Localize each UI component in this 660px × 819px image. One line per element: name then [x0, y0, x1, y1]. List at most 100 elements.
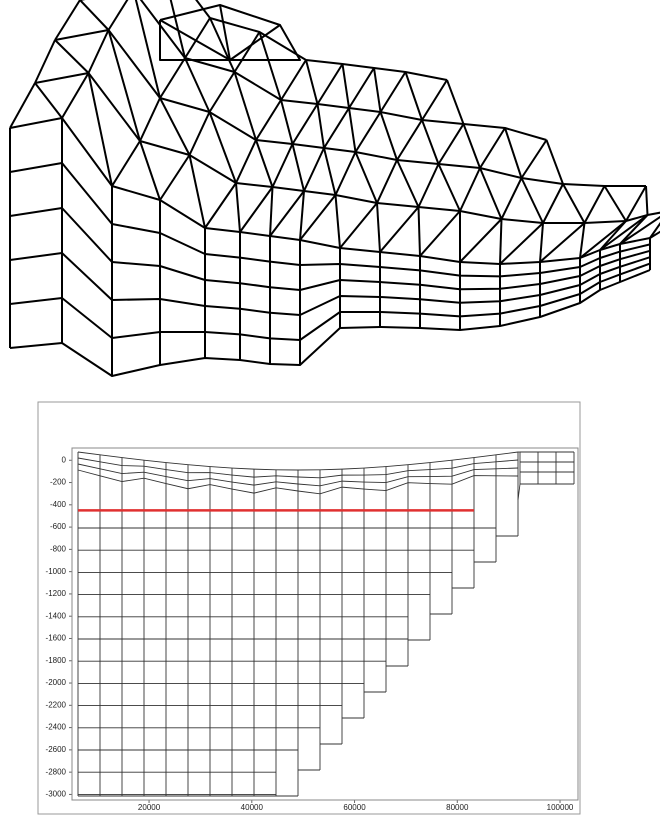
mesh-edge: [160, 155, 190, 200]
y-tick-label: -2000: [46, 678, 67, 687]
mesh-edge: [343, 64, 350, 108]
mesh-edge: [80, 0, 109, 30]
mesh-edge: [356, 112, 381, 152]
mesh-edge: [235, 32, 260, 72]
mesh-edge: [374, 68, 381, 112]
mesh-edge: [112, 141, 140, 186]
section-frame: [38, 402, 580, 814]
mesh-edge: [377, 160, 397, 203]
y-tick-label: -1400: [46, 611, 67, 620]
mesh-edge: [460, 168, 480, 211]
mesh-edge: [160, 98, 190, 155]
figure: 0-200-400-600-800-1000-1200-1400-1600-18…: [0, 0, 660, 819]
mesh-edge: [502, 178, 522, 219]
mesh-edge: [89, 30, 109, 73]
mesh-edge: [447, 80, 464, 124]
x-tick-label: 60000: [343, 803, 366, 812]
mesh-edge: [190, 155, 206, 228]
mesh-edge: [422, 80, 447, 120]
mesh-edge: [460, 219, 502, 262]
mesh-edge: [35, 83, 62, 118]
y-tick-label: -400: [50, 500, 67, 509]
mesh-edge: [256, 100, 281, 140]
mesh-edge: [500, 219, 502, 264]
mesh-edge: [300, 191, 304, 240]
mesh-edge: [185, 58, 210, 112]
mesh-edge: [349, 68, 374, 108]
y-tick-label: -600: [50, 522, 67, 531]
mesh-edge: [480, 128, 505, 168]
mesh-edge: [336, 152, 356, 195]
y-tick-label: -2400: [46, 723, 67, 732]
mesh-edge: [406, 72, 423, 120]
mesh-edge: [397, 120, 422, 160]
mesh-edge: [500, 223, 543, 264]
y-tick-label: -1000: [46, 567, 67, 576]
mesh-edge: [356, 152, 378, 203]
mesh-edge: [140, 98, 160, 141]
mesh-edge: [205, 183, 236, 228]
mesh-edge: [236, 140, 256, 183]
mesh-edge: [105, 0, 447, 80]
y-tick-label: -2800: [46, 767, 67, 776]
mesh-edge: [605, 186, 627, 221]
mesh-3d: [10, 0, 660, 376]
y-tick-label: -2600: [46, 745, 67, 754]
mesh-edge: [439, 164, 461, 211]
mesh-edge: [293, 144, 305, 191]
mesh-edge: [306, 60, 318, 104]
mesh-edge: [540, 223, 585, 262]
mesh-edge: [480, 168, 502, 219]
mesh-edge: [10, 253, 650, 315]
mesh-edge: [324, 148, 336, 195]
mesh-edge: [281, 60, 306, 100]
mesh-edge: [318, 64, 343, 104]
mesh-edge: [304, 148, 324, 191]
y-tick-label: -200: [50, 478, 67, 487]
mesh-edge: [270, 187, 273, 236]
mesh-edge: [336, 195, 341, 248]
mesh-edge: [646, 186, 648, 215]
mesh-edge: [55, 40, 89, 73]
mesh-edge: [10, 270, 650, 376]
y-tick-label: -800: [50, 544, 67, 553]
x-tick-label: 40000: [241, 803, 264, 812]
mesh-edge: [422, 120, 439, 164]
mesh-edge: [380, 207, 419, 252]
mesh-edge: [210, 72, 235, 112]
mesh-edge: [381, 112, 398, 160]
y-tick-label: -3000: [46, 790, 67, 799]
x-tick-label: 80000: [446, 803, 469, 812]
mesh-edge: [580, 223, 585, 258]
mesh-edge: [256, 140, 273, 187]
mesh-edge: [397, 160, 419, 207]
mesh-edge: [540, 223, 543, 262]
mesh-edge: [35, 40, 55, 83]
y-tick-label: 0: [62, 455, 67, 464]
y-tick-label: -1200: [46, 589, 67, 598]
mesh-edge: [185, 18, 210, 58]
mesh-section: 0-200-400-600-800-1000-1200-1400-1600-18…: [46, 448, 578, 812]
mesh-edge: [210, 112, 237, 183]
x-tick-label: 20000: [138, 803, 161, 812]
mesh-edge: [381, 72, 406, 112]
mesh-edge: [439, 124, 464, 164]
mesh-edge: [300, 195, 336, 240]
mesh-edge: [273, 144, 293, 187]
mesh-edge: [340, 203, 377, 248]
mesh-edge: [505, 128, 522, 178]
mesh-edge: [522, 140, 547, 178]
mesh-edge: [281, 100, 293, 144]
y-tick-label: -1800: [46, 656, 67, 665]
mesh-edge: [210, 18, 235, 72]
mesh-edge: [585, 186, 605, 223]
mesh-edge: [240, 187, 273, 232]
mesh-edge: [318, 104, 325, 148]
mesh-edge: [547, 140, 564, 184]
mesh-edge: [10, 163, 650, 276]
y-tick-label: -2200: [46, 700, 67, 709]
plot-area: [72, 448, 578, 800]
mesh-edge: [464, 124, 481, 168]
mesh-edge: [62, 73, 89, 118]
mesh-edge: [190, 112, 210, 155]
